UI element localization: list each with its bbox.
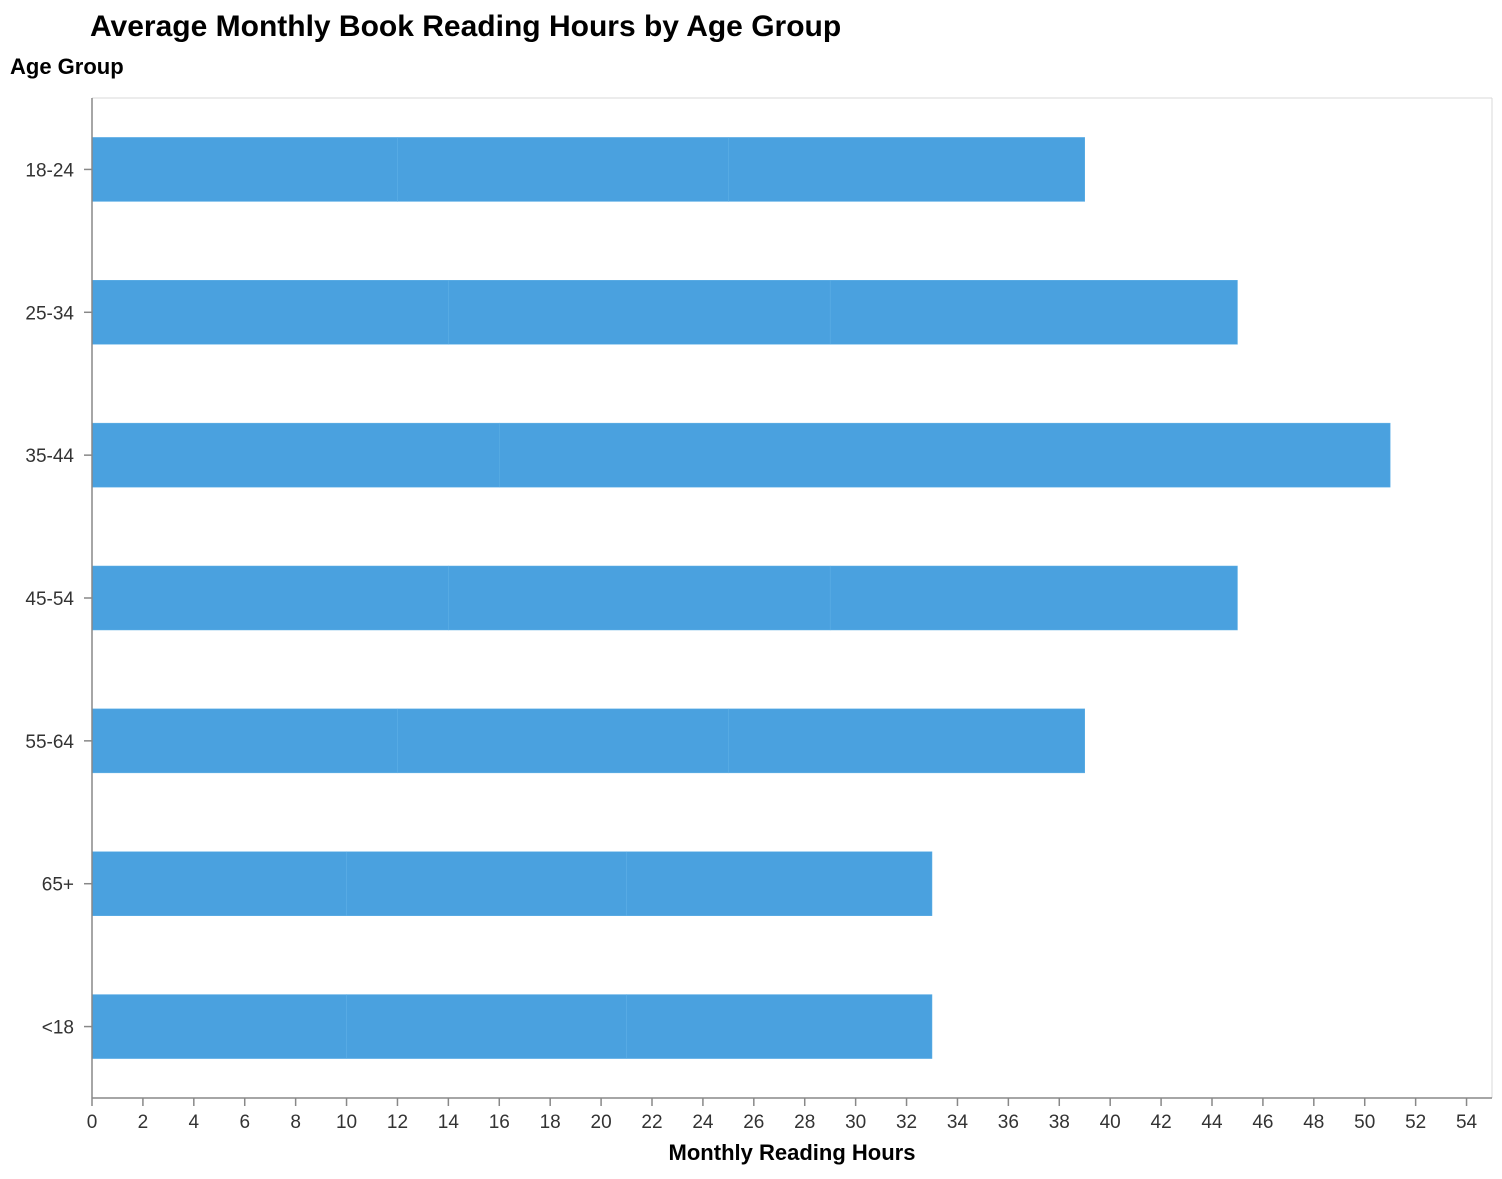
bar-55-64-segment-3 (728, 708, 1085, 774)
bar-65+-segment-2 (346, 851, 627, 916)
x-tick-label: 42 (1151, 1112, 1172, 1133)
x-tick-label: 34 (947, 1112, 969, 1133)
y-axis: 18-24 25-34 35-44 45-54 55-64 65+ <18 (25, 98, 93, 1098)
x-tick-label: 28 (794, 1112, 815, 1133)
bar-45-54-segment-1 (91, 565, 449, 631)
x-tick-label: 46 (1252, 1112, 1273, 1133)
x-tick-label: 36 (998, 1112, 1019, 1133)
x-tick-label: 48 (1303, 1112, 1324, 1133)
x-tick-label: 50 (1354, 1112, 1375, 1133)
bar-65+-segment-1 (91, 851, 347, 916)
bar-35-44-segment-1 (91, 422, 500, 488)
x-tick-label: 54 (1456, 1112, 1478, 1133)
x-axis: 0 2 4 6 8 10 12 14 16 18 20 22 24 26 28 30 32 34 36 38 40 42 4… (87, 1097, 1492, 1133)
bar-18-24-segment-2 (397, 137, 729, 202)
x-tick-label: 38 (1049, 1112, 1070, 1133)
x-tick-label: 4 (189, 1112, 200, 1133)
bar-<18-segment-3 (626, 994, 933, 1059)
x-tick-label: 30 (845, 1112, 866, 1133)
x-tick-label: 20 (591, 1112, 612, 1133)
x-tick-label: 12 (387, 1112, 408, 1133)
chart-title: Average Monthly Book Reading Hours by Ag… (90, 10, 841, 43)
bar-18-24-segment-3 (728, 137, 1085, 202)
x-tick-label: 8 (290, 1112, 301, 1133)
x-tick-label: 44 (1201, 1112, 1223, 1133)
y-tick-label: 45-54 (25, 589, 74, 610)
bar-25-34-segment-3 (829, 280, 1238, 345)
bar-25-34-segment-1 (91, 280, 449, 345)
y-tick-label: 18-24 (25, 160, 74, 181)
y-tick-label: 35-44 (25, 446, 74, 467)
x-tick-label: 18 (540, 1112, 561, 1133)
x-tick-label: 2 (138, 1112, 149, 1133)
bar-45-54-segment-3 (829, 565, 1238, 631)
plot-frame (92, 97, 1493, 1098)
bar-65+-segment-3 (626, 851, 933, 916)
x-tick-label: 24 (692, 1112, 714, 1133)
x-tick-label: 40 (1100, 1112, 1121, 1133)
x-tick-label: 32 (896, 1112, 917, 1133)
x-tick-label: 26 (743, 1112, 764, 1133)
x-tick-label: 0 (87, 1112, 98, 1133)
bar-25-34-segment-2 (448, 280, 831, 345)
bar-35-44-segment-2 (499, 422, 1391, 488)
y-tick-label: 55-64 (25, 732, 74, 753)
x-tick-label: 10 (336, 1112, 357, 1133)
bar-55-64-segment-2 (397, 708, 729, 774)
bar-18-24-segment-1 (91, 137, 398, 202)
bar-<18-segment-1 (91, 994, 347, 1059)
bars-group (91, 137, 1391, 1059)
bar-55-64-segment-1 (91, 708, 398, 774)
y-tick-label: 25-34 (25, 303, 74, 324)
y-tick-label: <18 (42, 1018, 74, 1039)
y-tick-label: 65+ (42, 875, 74, 896)
x-tick-label: 22 (641, 1112, 662, 1133)
y-axis-title: Age Group (10, 54, 124, 79)
x-tick-label: 16 (489, 1112, 510, 1133)
x-axis-title: Monthly Reading Hours (669, 1140, 916, 1165)
x-tick-label: 52 (1405, 1112, 1426, 1133)
x-tick-label: 6 (239, 1112, 250, 1133)
bar-45-54-segment-2 (448, 565, 831, 631)
bar-<18-segment-2 (346, 994, 627, 1059)
x-tick-label: 14 (438, 1112, 460, 1133)
